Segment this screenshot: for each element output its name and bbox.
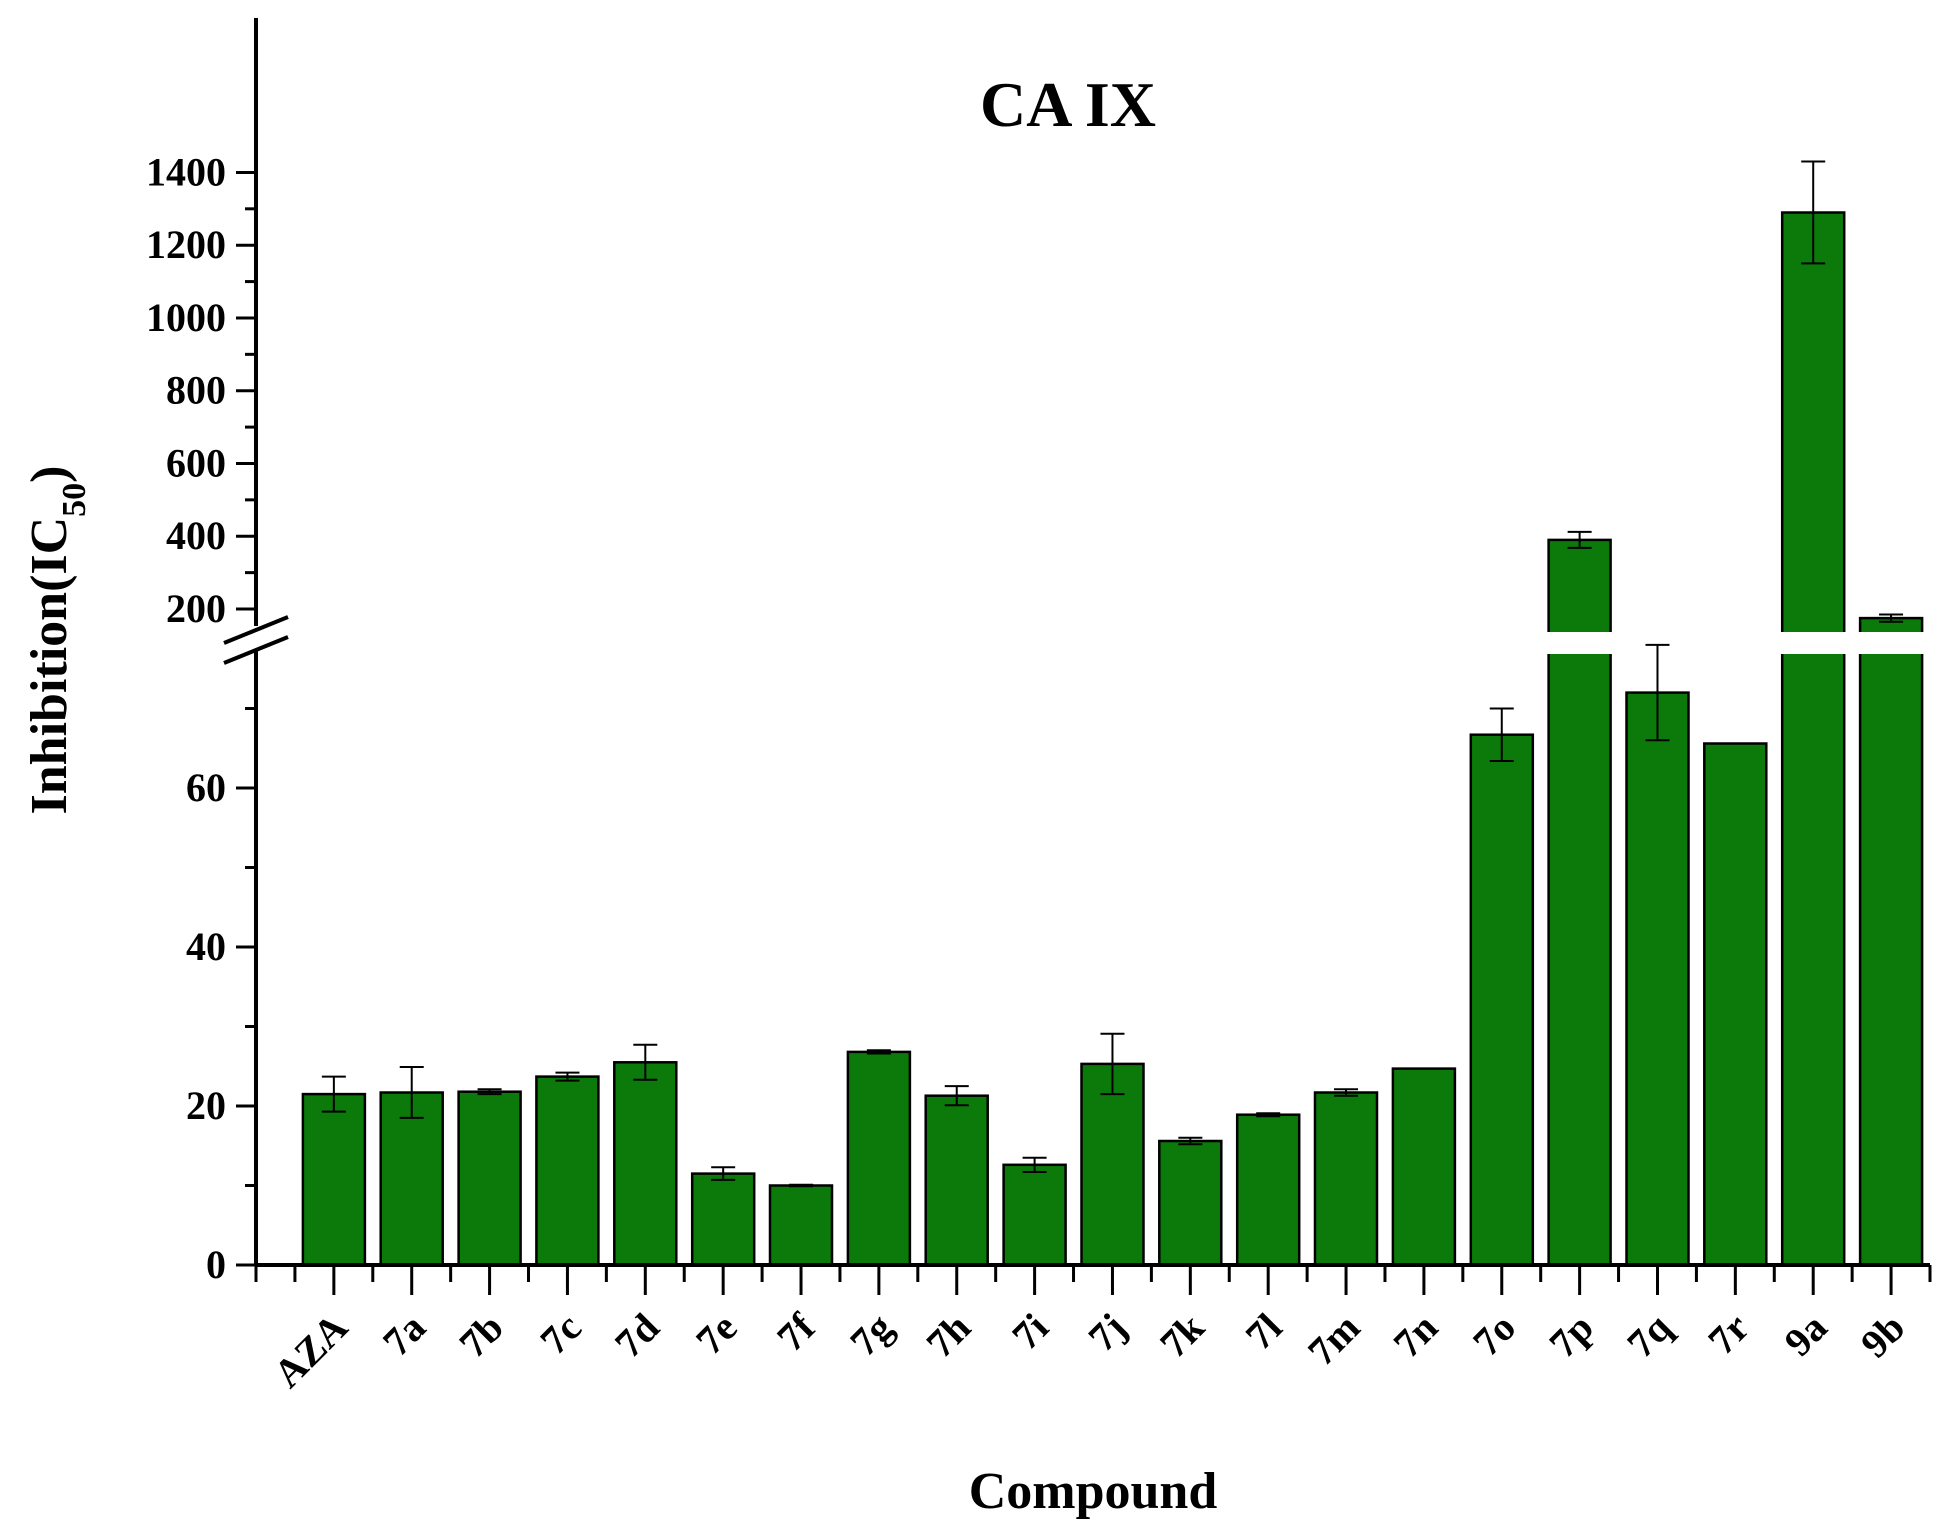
- bar-7j: [1080, 1062, 1145, 1267]
- error-bar-7k: [1178, 1136, 1203, 1146]
- y-tick-label-40: 40: [186, 924, 226, 969]
- bar-9b: [1858, 616, 1924, 1267]
- x-tick-label-9b: 9b: [1852, 1305, 1914, 1367]
- bar-7f: [768, 1184, 834, 1267]
- y-tick-label-800: 800: [166, 368, 226, 413]
- y-tick-label-1400: 1400: [146, 149, 226, 194]
- y-tick-label-20: 20: [186, 1083, 226, 1128]
- x-tick-label-AZA: AZA: [265, 1304, 357, 1396]
- bar-7m: [1313, 1091, 1379, 1267]
- bar-7a: [379, 1091, 444, 1267]
- bar-7g: [846, 1050, 912, 1267]
- error-bar-7g: [866, 1049, 891, 1055]
- y-axis-label: Inhibition(IC50): [21, 465, 93, 814]
- x-tick-label-7d: 7d: [606, 1305, 668, 1367]
- bar-7d: [613, 1061, 678, 1267]
- error-bar-7f: [789, 1183, 814, 1188]
- bar-7k: [1158, 1139, 1223, 1267]
- error-bar-7d: [633, 1043, 658, 1081]
- error-bar-7o: [1489, 707, 1514, 762]
- break-gap-9b: [1856, 632, 1927, 654]
- x-tick-label-7h: 7h: [917, 1305, 979, 1367]
- bar-7q: [1625, 691, 1690, 1267]
- bar-AZA: [301, 1092, 367, 1267]
- y-tick-label-400: 400: [166, 513, 226, 558]
- error-bar-7m: [1334, 1088, 1359, 1097]
- x-tick-label-7k: 7k: [1151, 1304, 1213, 1366]
- x-tick-label-7b: 7b: [450, 1305, 512, 1367]
- error-bar-7a: [399, 1066, 424, 1119]
- x-tick-label-9a: 9a: [1775, 1305, 1835, 1365]
- y-tick-label-0: 0: [206, 1242, 226, 1287]
- y-tick-label-60: 60: [186, 765, 226, 810]
- error-bar-7h: [944, 1085, 969, 1107]
- error-bar-7p: [1567, 530, 1592, 549]
- error-bar-7j: [1100, 1032, 1125, 1096]
- x-tick-label-7p: 7p: [1540, 1305, 1602, 1367]
- x-tick-label-7j: 7j: [1079, 1305, 1134, 1360]
- x-tick-label-7r: 7r: [1699, 1305, 1758, 1364]
- y-axis-label-main: Inhibition(IC: [21, 517, 78, 815]
- axis-break-mark-lower: [223, 635, 289, 665]
- bar-7n: [1391, 1067, 1457, 1267]
- bar-7l: [1235, 1113, 1301, 1267]
- error-bar-7c: [555, 1071, 580, 1082]
- error-bar-7q: [1645, 643, 1670, 742]
- y-tick-label-600: 600: [166, 440, 226, 485]
- bar-7r: [1703, 742, 1768, 1267]
- bar-7h: [924, 1094, 989, 1267]
- error-bar-7i: [1022, 1156, 1047, 1173]
- bar-7o: [1469, 733, 1535, 1267]
- break-gap-7p: [1544, 632, 1615, 654]
- x-tick-label-7q: 7q: [1618, 1305, 1680, 1367]
- error-bar-7l: [1256, 1112, 1281, 1118]
- axis-break-mark-upper: [223, 615, 289, 645]
- error-bar-9b: [1879, 613, 1904, 623]
- chart-title: CA IX: [980, 69, 1156, 140]
- error-bar-7e: [711, 1166, 736, 1181]
- x-axis-label: Compound: [969, 1463, 1218, 1520]
- y-tick-label-200: 200: [166, 586, 226, 631]
- x-tick-label-7n: 7n: [1385, 1305, 1447, 1367]
- bars-group: [301, 211, 1924, 1267]
- break-gap-9a: [1778, 632, 1849, 654]
- y-tick-label-1000: 1000: [146, 295, 226, 340]
- x-tick-label-7g: 7g: [841, 1305, 901, 1365]
- error-bar-7b: [477, 1088, 502, 1096]
- x-tick-label-7l: 7l: [1237, 1305, 1291, 1359]
- axis-break-gaps: [1544, 632, 1927, 654]
- x-tick-label-7o: 7o: [1464, 1305, 1524, 1365]
- y-axis-label-close: ): [21, 465, 78, 482]
- x-tick-label-7m: 7m: [1299, 1305, 1369, 1375]
- error-bars-group: [321, 160, 1904, 1188]
- x-tick-label-7a: 7a: [374, 1305, 434, 1365]
- y-tick-label-1200: 1200: [146, 222, 226, 267]
- x-tick-label-7e: 7e: [687, 1305, 746, 1364]
- y-axis-label-subscript: 50: [56, 483, 93, 517]
- x-tick-label-7f: 7f: [768, 1304, 824, 1360]
- bar-9a: [1780, 211, 1846, 1267]
- axes-group: [223, 18, 1932, 1295]
- error-bar-9a: [1801, 160, 1826, 265]
- error-bar-AZA: [321, 1075, 346, 1113]
- bar-7c: [535, 1075, 600, 1267]
- x-tick-label-7c: 7c: [531, 1305, 590, 1364]
- x-tick-label-7i: 7i: [1003, 1305, 1057, 1359]
- bar-7i: [1002, 1163, 1067, 1267]
- bar-7b: [457, 1090, 522, 1267]
- bar-7e: [690, 1172, 756, 1267]
